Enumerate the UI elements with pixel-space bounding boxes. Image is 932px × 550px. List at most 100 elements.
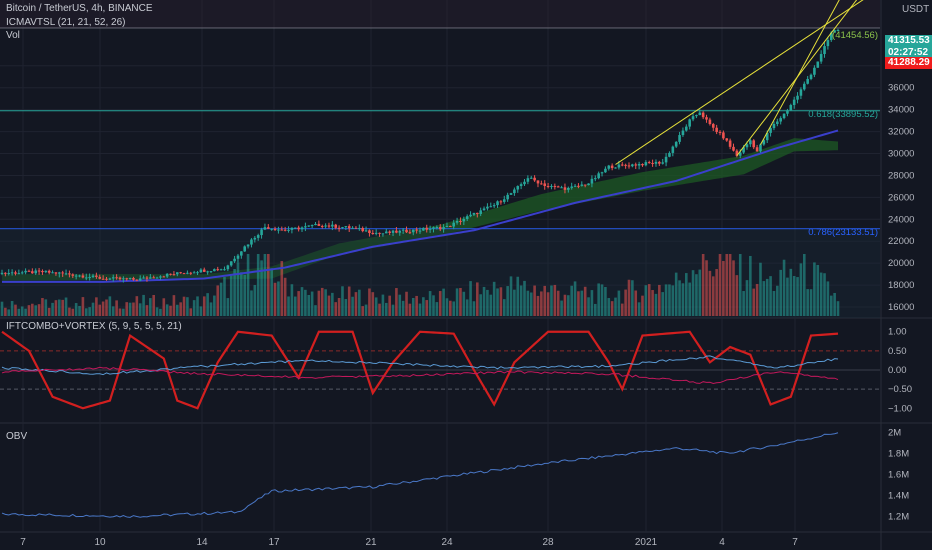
volume-bar <box>708 270 712 316</box>
volume-bar <box>698 269 702 316</box>
volume-bar <box>71 308 75 316</box>
candle-body <box>152 277 155 279</box>
candle-body <box>796 95 799 100</box>
candle-body <box>202 269 206 272</box>
candle-body <box>405 229 408 233</box>
volume-bar <box>685 273 688 316</box>
candle-body <box>334 224 338 228</box>
volume-bar <box>809 289 813 316</box>
volume-bar <box>226 298 230 316</box>
candle-body <box>641 163 644 166</box>
candle-body <box>287 229 290 231</box>
volume-bar <box>213 295 216 316</box>
ift-legend[interactable]: IFTCOMBO+VORTEX (5, 9, 5, 5, 5, 21) <box>6 321 182 332</box>
volume-bar <box>782 259 786 316</box>
candle-body <box>563 187 567 190</box>
candle-body <box>479 210 482 214</box>
countdown-tag: 02:27:52 <box>885 47 932 59</box>
volume-bar <box>765 278 769 316</box>
candle-body <box>664 156 668 163</box>
candle-body <box>398 230 402 233</box>
time-tick-label: 21 <box>365 537 377 548</box>
volume-bar <box>816 264 820 316</box>
volume-bar <box>792 276 796 316</box>
volume-bar <box>529 292 533 316</box>
candle-body <box>155 277 159 279</box>
obv-legend[interactable]: OBV <box>6 431 28 442</box>
candle-body <box>705 117 708 120</box>
volume-bar <box>691 270 695 316</box>
volume-legend[interactable]: Vol <box>6 30 20 41</box>
volume-bar <box>455 288 459 316</box>
candle-body <box>17 273 21 275</box>
volume-bar <box>78 305 81 316</box>
volume-bar <box>317 290 321 316</box>
ift-tick-label: 0.50 <box>888 346 907 357</box>
candle-body <box>823 46 826 55</box>
volume-bar <box>631 280 634 316</box>
candle-body <box>688 119 691 127</box>
volume-bar <box>738 254 742 316</box>
low-price-tag: 41288.29 <box>885 57 932 69</box>
volume-bar <box>688 282 691 316</box>
volume-bar <box>644 285 648 316</box>
indicator-legend[interactable]: ICMAVTSL (21, 21, 52, 26) <box>6 17 126 28</box>
price-tick-label: 16000 <box>888 302 914 313</box>
volume-bar <box>452 301 456 316</box>
candle-body <box>476 212 479 214</box>
candle-body <box>428 228 432 230</box>
volume-bar <box>583 286 587 316</box>
volume-bar <box>88 307 91 316</box>
volume-bar <box>304 289 307 316</box>
candle-body <box>415 229 418 231</box>
volume-bar <box>492 281 496 316</box>
candle-body <box>135 279 139 281</box>
volume-bar <box>250 290 253 316</box>
candle-body <box>631 164 634 167</box>
volume-bar <box>378 303 381 316</box>
volume-bar <box>206 293 209 316</box>
candle-body <box>432 227 435 229</box>
candle-body <box>293 227 297 229</box>
candle-body <box>320 225 324 227</box>
candle-body <box>14 272 17 274</box>
volume-bar <box>802 254 806 316</box>
trendlines <box>615 0 864 165</box>
price-tick-label: 22000 <box>888 236 914 247</box>
candle-body <box>826 40 830 47</box>
candle-body <box>550 186 553 188</box>
candle-body <box>482 208 486 211</box>
volume-bar <box>509 276 513 316</box>
candle-body <box>573 185 577 187</box>
candle-body <box>819 54 823 62</box>
volume-bar <box>587 297 590 316</box>
volume-bar <box>280 261 284 316</box>
candle-body <box>836 30 840 32</box>
candle-body <box>34 270 38 274</box>
volume-bar <box>202 296 206 316</box>
volume-bar <box>331 292 334 316</box>
candles <box>0 28 840 283</box>
candle-body <box>516 186 520 190</box>
volume-bar <box>762 281 766 316</box>
cloud-area <box>2 138 838 281</box>
candle-body <box>577 185 580 187</box>
volume-bar <box>668 284 671 316</box>
candle-body <box>513 189 516 194</box>
volume-bar <box>324 289 327 316</box>
candle-body <box>718 131 722 133</box>
candle-body <box>462 218 466 222</box>
candle-body <box>486 206 489 209</box>
volume-bar <box>300 287 304 316</box>
candle-body <box>533 177 536 181</box>
currency-label: USDT <box>902 4 930 15</box>
symbol-legend[interactable]: Bitcoin / TetherUS, 4h, BINANCE <box>6 3 153 14</box>
moving-average <box>2 129 839 283</box>
volume-bar <box>432 295 435 316</box>
volume-bar <box>725 254 729 316</box>
volume-bar <box>513 289 516 316</box>
candle-body <box>273 228 277 230</box>
candle-body <box>593 178 597 180</box>
volume-bar <box>577 291 580 316</box>
